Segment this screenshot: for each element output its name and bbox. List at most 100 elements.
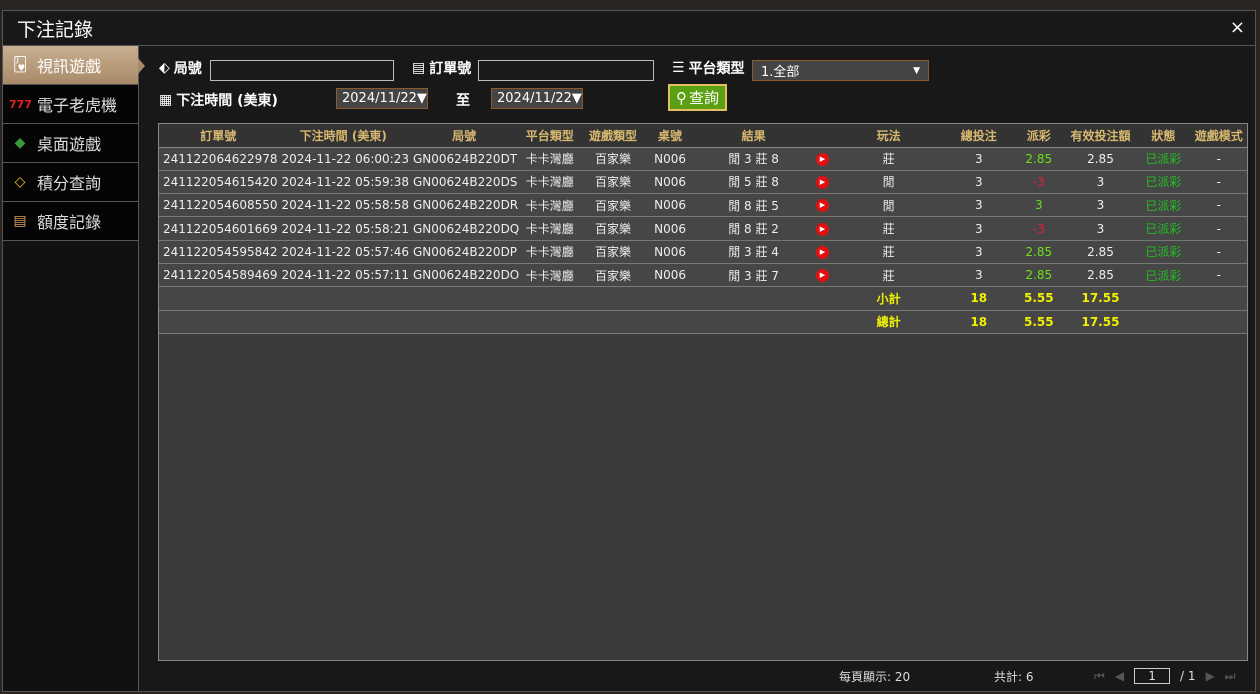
table-cell: 閒 3 莊 8 bbox=[694, 147, 813, 171]
per-page-text: 每頁顯示: 20 bbox=[839, 670, 911, 684]
empty-cell bbox=[159, 310, 833, 334]
table-cell: 3 bbox=[944, 263, 1013, 288]
table-cell: 百家樂 bbox=[580, 240, 646, 264]
table-cell: 百家樂 bbox=[580, 263, 646, 288]
column-header: 結果 bbox=[694, 124, 813, 148]
grandtotal-row: 總計 18 5.55 17.55 bbox=[159, 310, 1247, 334]
table-cell: 閒 8 莊 5 bbox=[694, 193, 813, 218]
list-icon: ☰ bbox=[672, 60, 685, 76]
title-bar: 下注記錄 bbox=[3, 11, 1255, 46]
sidebar-item-credit[interactable]: ▤ 額度記錄 bbox=[3, 202, 138, 241]
table-cell: 閒 bbox=[832, 193, 945, 218]
table-cell: -3 bbox=[1012, 216, 1065, 241]
sidebar-item-label: 視訊遊戲 bbox=[37, 57, 102, 76]
table-cell: 閒 bbox=[832, 170, 945, 195]
video-replay-button[interactable]: ▶ bbox=[812, 170, 833, 195]
table-cell: 3 bbox=[944, 240, 1013, 264]
table-cell: 2024-11-22 05:59:38 bbox=[277, 170, 409, 195]
play-icon[interactable]: ▶ bbox=[816, 175, 829, 189]
table-cell: 已派彩 bbox=[1136, 147, 1191, 171]
table-cell: GN00624B220DO bbox=[408, 263, 520, 288]
table-cell: 百家樂 bbox=[580, 193, 646, 218]
video-replay-button[interactable]: ▶ bbox=[812, 240, 833, 264]
close-icon[interactable]: × bbox=[1229, 17, 1245, 38]
first-page-icon[interactable]: ⏮ bbox=[1094, 668, 1105, 683]
empty-cell bbox=[159, 286, 833, 311]
table-row: 241122054589469 2024-11-22 05:57:11 GN0062… bbox=[159, 263, 1247, 288]
platform-select[interactable]: 1.全部 ▼ bbox=[752, 60, 929, 81]
grandtotal-total: 18 bbox=[944, 310, 1013, 334]
table-cell: 百家樂 bbox=[580, 170, 646, 195]
total-count-text: 共計: 6 bbox=[994, 670, 1034, 684]
table-cell: 3 bbox=[1064, 193, 1137, 218]
sidebar-item-slots[interactable]: 777 電子老虎機 bbox=[3, 85, 138, 124]
table-cell: 卡卡灣廳 bbox=[519, 216, 581, 241]
table-cell: GN00624B220DQ bbox=[408, 216, 520, 241]
table-cell: 241122054601669 bbox=[159, 216, 278, 241]
last-page-icon[interactable]: ⏭ bbox=[1224, 668, 1236, 683]
sidebar-item-points[interactable]: ◇ 積分查詢 bbox=[3, 163, 138, 202]
table-cell: GN00624B220DT bbox=[408, 147, 520, 171]
playing-cards-icon: 🂻 bbox=[12, 57, 28, 73]
table-cell: 2024-11-22 05:58:21 bbox=[277, 216, 409, 241]
table-row: 241122064622978 2024-11-22 06:00:23 GN0062… bbox=[159, 147, 1247, 171]
subtotal-valid: 17.55 bbox=[1064, 286, 1137, 311]
sidebar-item-live-games[interactable]: 🂻 視訊遊戲 bbox=[3, 46, 145, 85]
prev-page-icon[interactable]: ◀ bbox=[1114, 669, 1125, 683]
table-cell: 2024-11-22 05:57:46 bbox=[277, 240, 409, 264]
table-cell: 241122054608550 bbox=[159, 193, 278, 218]
slot-777-icon: 777 bbox=[9, 97, 32, 111]
date-to-select[interactable]: 2024/11/22▼ bbox=[491, 88, 583, 109]
table-cell: 3 bbox=[944, 216, 1013, 241]
to-label: 至 bbox=[456, 93, 470, 109]
video-replay-button[interactable]: ▶ bbox=[812, 193, 833, 218]
table-cell: 2.85 bbox=[1012, 147, 1065, 171]
round-input[interactable] bbox=[210, 60, 394, 81]
play-icon[interactable]: ▶ bbox=[816, 152, 829, 166]
video-replay-button[interactable]: ▶ bbox=[812, 147, 833, 171]
table-cell: - bbox=[1190, 263, 1247, 288]
table-cell: 莊 bbox=[832, 240, 945, 264]
table-cell: 閒 8 莊 2 bbox=[694, 216, 813, 241]
page-input[interactable]: 1 bbox=[1134, 668, 1171, 684]
page-count: / 1 bbox=[1180, 669, 1196, 683]
video-replay-button[interactable]: ▶ bbox=[812, 263, 833, 288]
play-icon[interactable]: ▶ bbox=[816, 199, 829, 213]
order-input[interactable] bbox=[478, 60, 654, 81]
date-from-select[interactable]: 2024/11/22▼ bbox=[336, 88, 428, 109]
empty-cell bbox=[1136, 310, 1247, 334]
order-label: ▤ 訂單號 bbox=[412, 60, 472, 77]
diamond-icon: ◇ bbox=[14, 174, 26, 190]
table-cell: 閒 3 莊 7 bbox=[694, 263, 813, 288]
next-page-icon[interactable]: ▶ bbox=[1205, 669, 1215, 683]
video-replay-button[interactable]: ▶ bbox=[812, 216, 833, 241]
table-cell: 3 bbox=[1064, 170, 1137, 195]
table-cell: -3 bbox=[1012, 170, 1065, 195]
bet-table: 訂單號 下注時間 (美東) 局號 平台類型 遊戲類型 桌號 結果 玩法 總投注 派彩 有效投注額 狀態… bbox=[158, 123, 1248, 661]
table-cell: N006 bbox=[645, 147, 695, 171]
table-cell: 卡卡灣廳 bbox=[519, 263, 581, 288]
table-cell: 卡卡灣廳 bbox=[519, 170, 581, 195]
table-cell: 3 bbox=[944, 170, 1013, 195]
table-cell: 241122054595842 bbox=[159, 240, 278, 264]
bet-record-window: 下注記錄 × 🂻 視訊遊戲 777 電子老虎機 ◆ 桌面遊戲 ◇ 積分查詢 ▤ 額度記錄 … bbox=[2, 10, 1256, 692]
subtotal-row: 小計 18 5.55 17.55 bbox=[159, 286, 1247, 311]
table-cell: - bbox=[1190, 170, 1247, 195]
play-icon[interactable]: ▶ bbox=[816, 269, 829, 283]
subtotal-label: 小計 bbox=[832, 286, 945, 311]
column-header: 訂單號 bbox=[159, 124, 278, 148]
sidebar-item-table-games[interactable]: ◆ 桌面遊戲 bbox=[3, 124, 138, 163]
table-cell: 已派彩 bbox=[1136, 193, 1191, 218]
table-cell: 3 bbox=[944, 147, 1013, 171]
play-icon[interactable]: ▶ bbox=[816, 245, 829, 259]
round-label: ⬖ 局號 bbox=[159, 60, 202, 77]
table-cell: 2.85 bbox=[1064, 263, 1137, 288]
table-cell: 百家樂 bbox=[580, 147, 646, 171]
table-cell: 2024-11-22 05:57:11 bbox=[277, 263, 409, 288]
table-cell: 已派彩 bbox=[1136, 216, 1191, 241]
table-cell: GN00624B220DR bbox=[408, 193, 520, 218]
table-cell: GN00624B220DS bbox=[408, 170, 520, 195]
play-icon[interactable]: ▶ bbox=[816, 222, 829, 236]
search-button[interactable]: ⚲ 查詢 bbox=[668, 84, 727, 111]
table-row: 241122054608550 2024-11-22 05:58:58 GN0062… bbox=[159, 193, 1247, 218]
